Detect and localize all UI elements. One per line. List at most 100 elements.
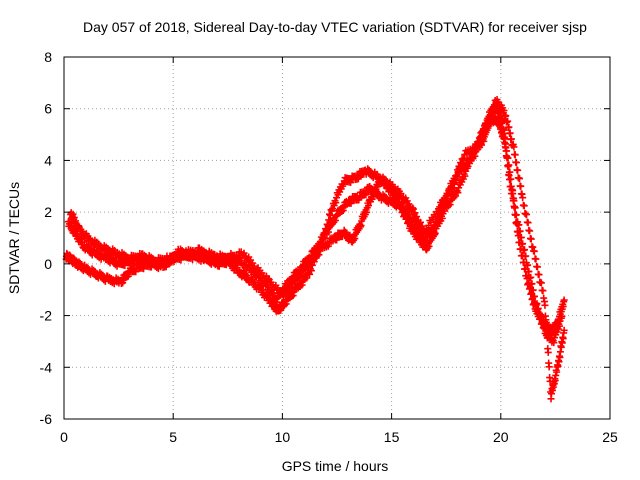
series-3 [67,96,568,403]
data-point [288,283,296,291]
x-tick-label: 5 [169,429,177,445]
data-point [515,221,523,229]
y-tick-label: 4 [44,152,52,168]
data-point [517,233,525,241]
data-point [297,272,305,280]
data-point [527,235,535,243]
data-point [537,314,545,322]
x-axis-label: GPS time / hours [282,458,389,474]
data-point [537,279,545,287]
series-1 [62,113,568,337]
y-tick-label: -2 [40,308,53,324]
data-point [516,175,524,183]
x-tick-label: 25 [602,429,618,445]
y-axis-label: SDTVAR / TECUs [6,182,22,294]
data-point [192,251,200,259]
data-point [521,246,529,254]
data-point [500,126,508,134]
data-point [544,348,552,356]
data-point [539,287,547,295]
data-point [460,154,468,162]
data-point [307,267,315,275]
data-point [502,144,510,152]
data-point [522,252,530,260]
data-point [171,256,179,264]
data-point [560,296,568,304]
data-point [510,143,518,151]
data-point [526,227,534,235]
data-point [306,270,314,278]
data-point [558,312,566,320]
data-point [502,112,510,120]
data-point [506,176,514,184]
data-point [519,240,527,248]
data-points [62,96,568,403]
y-tick-label: 8 [44,49,52,65]
y-tick-label: -6 [40,411,53,427]
data-point [303,274,311,282]
data-point [279,293,287,301]
data-point [523,211,531,219]
data-point [560,326,568,334]
data-point [534,304,542,312]
data-point [250,262,258,270]
data-point [516,227,524,235]
data-point [470,148,477,156]
data-point [298,281,306,289]
data-point [528,280,536,288]
data-point [511,151,519,159]
data-point [529,286,537,294]
data-point [264,275,272,283]
data-point [512,159,520,167]
data-point [510,197,518,205]
y-tick-label: 2 [44,204,52,220]
data-point [504,163,512,171]
x-tick-label: 20 [493,429,509,445]
data-point [524,219,532,227]
data-point [541,301,549,309]
x-tick-label: 10 [275,429,291,445]
data-point [533,263,541,271]
data-point [315,251,323,259]
data-point [507,183,515,191]
data-point [448,185,456,193]
data-point [501,135,509,143]
data-point [443,194,451,202]
data-point [503,154,511,162]
data-point [433,210,441,218]
data-point [517,182,525,190]
y-tick-label: 6 [44,101,52,117]
data-point [532,255,540,263]
data-point [505,123,513,131]
data-point [324,242,332,250]
data-point [504,117,512,125]
data-point [507,135,515,143]
data-point [306,261,314,269]
series-2 [64,102,566,347]
data-point [525,267,533,275]
data-point [535,309,543,317]
data-point [509,190,517,198]
data-point [535,271,543,279]
y-tick-label: -4 [40,359,53,375]
data-point [506,129,514,137]
data-point [545,363,553,371]
data-point [471,152,479,160]
x-tick-label: 15 [384,429,400,445]
y-tick-label: 0 [44,256,52,272]
data-point [424,226,432,234]
chart-title: Day 057 of 2018, Sidereal Day-to-day VTE… [83,19,587,35]
data-point [519,194,527,202]
data-point [514,166,522,174]
data-point [512,211,520,219]
data-point [524,261,532,269]
data-point [520,202,528,210]
data-point [542,316,550,324]
data-point [533,300,541,308]
data-point [530,292,538,300]
data-point [530,247,538,255]
plot-frame [63,56,611,420]
data-point [511,204,519,212]
ticks: 0 5 10 15 20 25 -6 -4 -2 0 2 4 6 8 [40,49,618,445]
